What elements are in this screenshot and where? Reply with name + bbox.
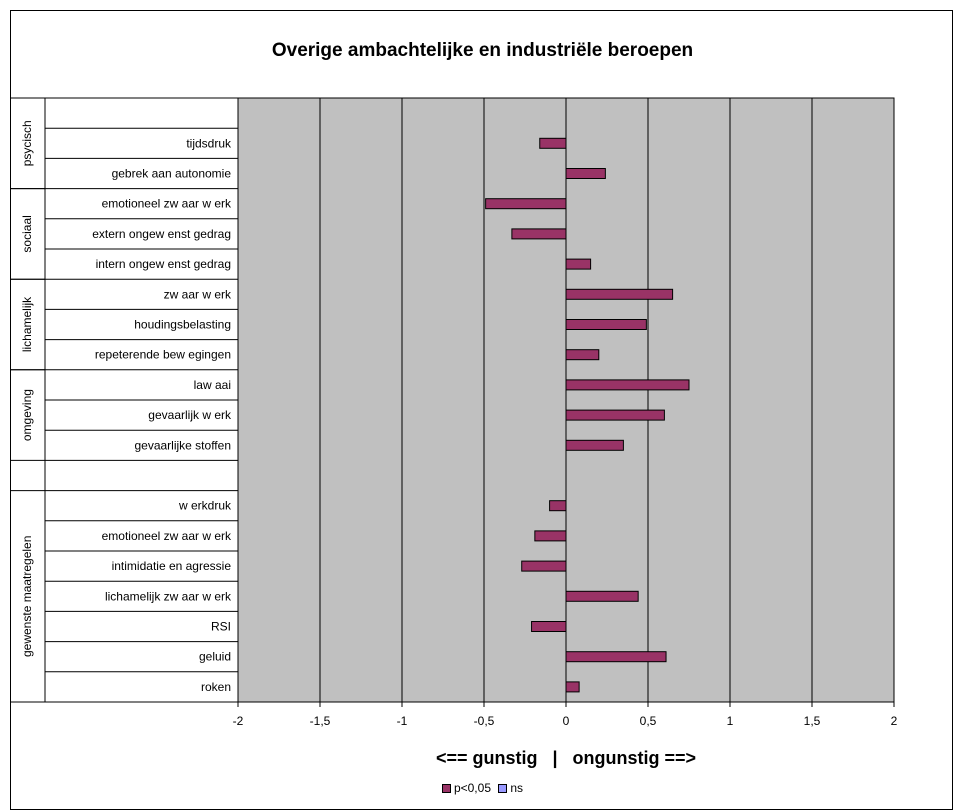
bar (565, 379, 690, 391)
chart-title: Overige ambachtelijke en industriële ber… (271, 40, 694, 61)
x-tick-label: -0,5 (474, 714, 495, 728)
category-label: geluid (199, 650, 231, 664)
category-label: emotioneel zw aar w erk (102, 529, 232, 543)
x-tick-label: -2 (233, 714, 244, 728)
category-label: tijdsdruk (186, 136, 232, 150)
category-label: emotioneel zw aar w erk (102, 197, 232, 211)
bar (531, 621, 567, 632)
bar (521, 560, 567, 572)
bar (485, 198, 567, 210)
group-label: lichamelijk (20, 296, 34, 352)
legend-label-significant: p<0,05 (453, 781, 491, 795)
bar (565, 409, 665, 421)
category-label: gevaarlijk w erk (148, 408, 232, 422)
bar (549, 500, 567, 512)
category-label: intern ongew enst gedrag (96, 257, 231, 271)
bar (539, 137, 567, 149)
bar (511, 228, 567, 240)
group-label: psycisch (20, 120, 34, 166)
x-tick-label: 2 (891, 714, 898, 728)
bar (565, 439, 624, 451)
bar (565, 319, 647, 330)
bar (534, 530, 567, 542)
category-label: w erkdruk (178, 499, 232, 513)
legend-item-ns: ns (498, 781, 523, 795)
group-label: sociaal (20, 215, 34, 252)
category-label: law aai (194, 378, 231, 392)
bar (565, 168, 606, 179)
category-label: gevaarlijke stoffen (134, 438, 231, 452)
legend-swatch-significant (441, 783, 451, 793)
bar (565, 681, 580, 693)
category-label: roken (201, 680, 231, 694)
category-label: repeterende bew egingen (95, 348, 231, 362)
legend-label-ns: ns (510, 781, 524, 795)
bar (565, 590, 639, 602)
category-label: RSI (211, 620, 231, 634)
category-label: zw aar w erk (164, 287, 232, 301)
legend-swatch-ns (498, 783, 508, 793)
x-tick-label: 0,5 (640, 714, 657, 728)
category-label: gebrek aan autonomie (112, 167, 232, 181)
bar (565, 288, 674, 300)
x-tick-label: -1,5 (310, 714, 331, 728)
bar (565, 651, 667, 663)
legend: p<0,05 ns (0, 781, 965, 796)
x-tick-label: 1,5 (804, 714, 821, 728)
category-label: houdingsbelasting (134, 318, 231, 332)
legend-item-significant: p<0,05 (441, 781, 491, 795)
category-label: intimidatie en agressie (112, 559, 232, 573)
category-label: lichamelijk zw aar w erk (105, 589, 232, 603)
bar (565, 258, 592, 270)
group-label: omgeving (20, 389, 34, 441)
x-tick-label: 1 (727, 714, 734, 728)
x-axis-label: <== gunstig | ongunstig ==> (435, 748, 697, 768)
group-label: gewenste maatregelen (20, 536, 34, 657)
x-tick-label: 0 (563, 714, 570, 728)
category-label: extern ongew enst gedrag (92, 227, 231, 241)
bar (565, 349, 600, 361)
x-tick-label: -1 (397, 714, 408, 728)
